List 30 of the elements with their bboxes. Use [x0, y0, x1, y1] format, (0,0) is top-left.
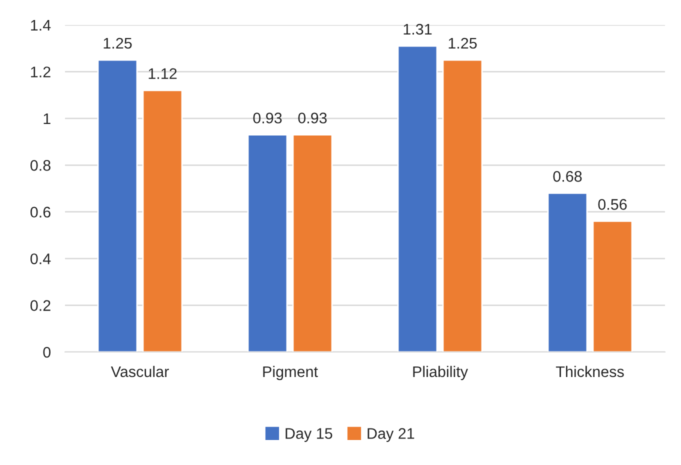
legend-label: Day 15: [286, 428, 332, 442]
x-tick-label: Pigment: [263, 366, 318, 380]
data-label: 0.93: [298, 112, 327, 124]
bar: [97, 59, 138, 352]
y-tick-label: 0.8: [30, 160, 50, 171]
data-label: 1.31: [404, 24, 432, 35]
bar: [292, 134, 333, 352]
data-label: 1.25: [448, 38, 477, 49]
x-tick-label: Pliability: [413, 366, 468, 380]
y-tick-label: 1: [44, 113, 50, 124]
data-label: 1.12: [148, 68, 177, 79]
bar: [547, 192, 588, 352]
data-label: 1.25: [104, 38, 132, 49]
y-tick-label: 1.2: [31, 66, 50, 78]
y-tick-label: 0: [43, 346, 51, 358]
y-tick-label: 0.4: [30, 253, 51, 264]
y-tick-label: 0.2: [30, 300, 50, 311]
bar: [142, 90, 183, 352]
data-label: 0.93: [253, 112, 282, 124]
x-tick-label: Thickness: [556, 366, 624, 378]
bar: [247, 134, 288, 352]
bar: [442, 59, 483, 352]
data-label: 0.68: [553, 171, 582, 182]
bar: [592, 220, 633, 352]
data-label: 0.56: [598, 199, 627, 210]
legend-label: Day 21: [368, 428, 414, 442]
y-tick-label: 1.4: [31, 20, 51, 31]
y-tick-label: 0.6: [30, 206, 50, 218]
bar: [397, 45, 438, 352]
x-tick-label: Vascular: [110, 366, 169, 378]
